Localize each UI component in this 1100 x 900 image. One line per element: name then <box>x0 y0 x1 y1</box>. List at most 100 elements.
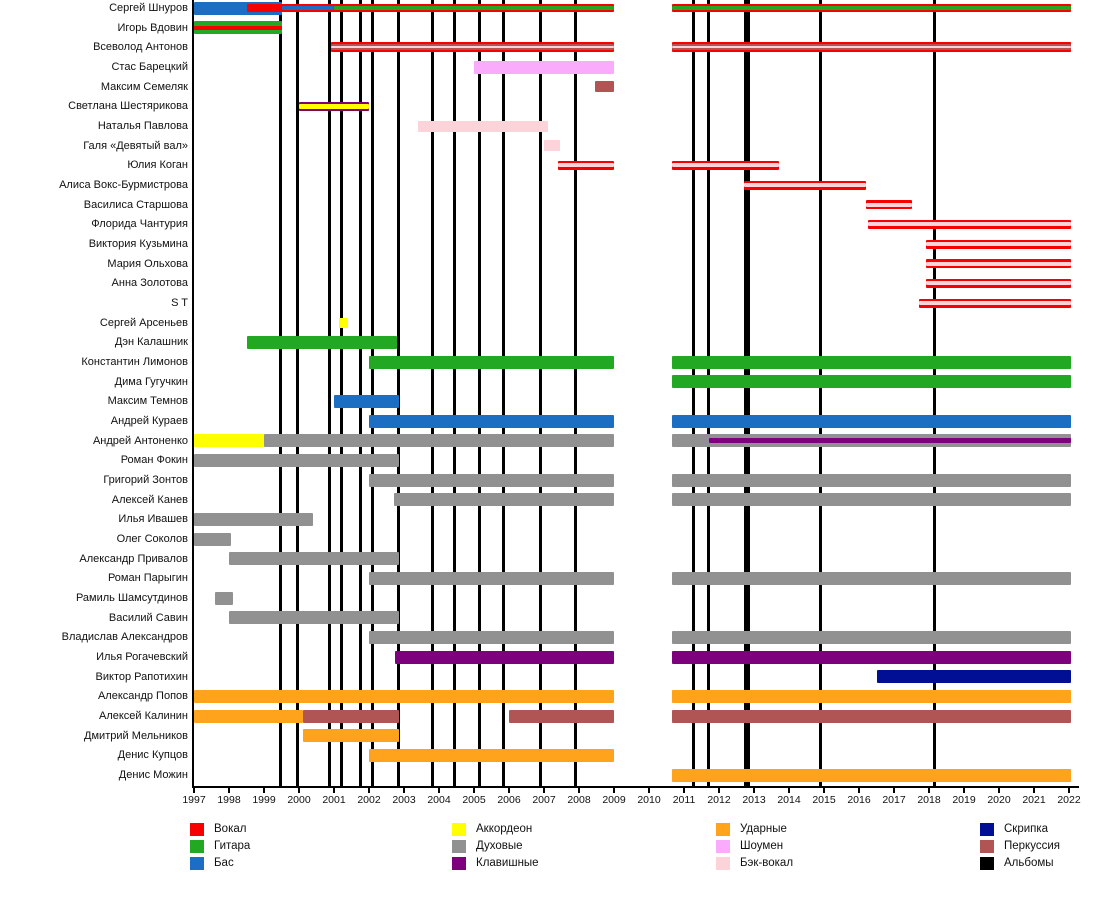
member-label: Светлана Шестярикова <box>68 100 188 113</box>
timeline-bar-percussion <box>671 709 1071 723</box>
timeline-bar-bass <box>334 394 399 408</box>
x-axis-tick-label: 2014 <box>777 794 801 806</box>
timeline-bar-guitar <box>671 355 1071 369</box>
member-label: Андрей Кураев <box>110 415 188 428</box>
x-axis-tick-label: 2001 <box>322 794 346 806</box>
album-release-line <box>691 0 695 786</box>
album-release-line <box>707 0 710 786</box>
x-axis-tick <box>508 788 510 793</box>
album-release-line <box>295 0 299 786</box>
member-label: Игорь Вдовин <box>117 21 188 34</box>
timeline-bar-brass <box>671 630 1071 644</box>
timeline-bar-brass <box>671 473 1071 487</box>
x-axis-tick-label: 1997 <box>182 794 206 806</box>
x-axis-tick-label: 2005 <box>462 794 486 806</box>
timeline-bar-backvocal <box>671 163 779 168</box>
member-label: Андрей Антоненко <box>92 434 188 447</box>
x-axis-tick-label: 2015 <box>812 794 836 806</box>
timeline-bar-guitar <box>369 355 614 369</box>
x-axis-tick <box>543 788 545 793</box>
member-label: Денис Можин <box>118 769 188 782</box>
album-release-line <box>574 0 577 786</box>
x-axis-tick <box>858 788 860 793</box>
timeline-bar-brass <box>671 571 1071 585</box>
timeline-bar-backvocal <box>918 301 1071 306</box>
timeline-bar-bass <box>671 414 1071 428</box>
timeline-bar-backvocal <box>544 140 560 152</box>
timeline-bar-keys <box>708 438 1071 444</box>
x-axis-tick-label: 2010 <box>637 794 661 806</box>
timeline-bar-backvocal <box>925 242 1071 247</box>
timeline-bar-brass <box>229 552 399 566</box>
member-label: Мария Ольхова <box>107 257 188 270</box>
timeline-bar-backvocal <box>867 222 1071 227</box>
x-axis-tick <box>753 788 755 793</box>
legend-label: Вокал <box>214 823 247 835</box>
x-axis-tick-label: 2011 <box>672 794 696 806</box>
x-axis-tick <box>333 788 335 793</box>
timeline-bar-percussion <box>302 709 399 723</box>
timeline-bar-accordion <box>194 434 264 448</box>
timeline-bar-brass <box>194 512 313 526</box>
x-axis-tick <box>928 788 930 793</box>
timeline-bar-showman <box>474 60 614 74</box>
member-label: Владислав Александров <box>61 631 188 644</box>
x-axis-tick-label: 2009 <box>602 794 626 806</box>
x-axis-tick <box>578 788 580 793</box>
x-axis-tick <box>998 788 1000 793</box>
legend-swatch-showman <box>716 840 730 853</box>
timeline-bar-guitar <box>671 6 1071 10</box>
legend-label: Альбомы <box>1004 857 1054 869</box>
timeline-bar-backvocal <box>418 120 548 132</box>
timeline-bar-accordion <box>339 317 348 328</box>
timeline-bar-guitar <box>334 6 614 10</box>
legend-swatch-backvocal <box>716 857 730 870</box>
member-label: Константин Лимонов <box>81 356 188 369</box>
timeline-bar-backvocal <box>925 281 1071 286</box>
member-label: Василий Савин <box>108 611 188 624</box>
timeline-bar-bass <box>369 414 614 428</box>
legend-swatch-guitar <box>190 840 204 853</box>
member-label: Наталья Павлова <box>97 120 188 133</box>
member-label: Сергей Арсеньев <box>99 316 188 329</box>
album-release-line <box>430 0 434 786</box>
member-label: Всеволод Антонов <box>93 41 188 54</box>
member-label: Флорида Чантурия <box>91 218 188 231</box>
timeline-bar-backvocal <box>671 46 1071 49</box>
legend-label: Шоумен <box>740 840 784 852</box>
timeline-bar-drums <box>194 689 614 703</box>
timeline-bar-drums <box>671 768 1071 782</box>
timeline-bar-bass <box>281 6 334 10</box>
album-release-line <box>371 0 374 786</box>
x-axis-tick-label: 1998 <box>217 794 241 806</box>
member-label: Илья Ивашев <box>118 513 188 526</box>
x-axis-tick-label: 2013 <box>742 794 766 806</box>
timeline-bar-brass <box>369 630 614 644</box>
timeline-bar-brass <box>369 473 614 487</box>
x-axis-tick-label: 2022 <box>1057 794 1081 806</box>
timeline-bar-drums <box>369 748 614 762</box>
x-axis-tick <box>613 788 615 793</box>
album-release-line <box>933 0 937 786</box>
x-axis-tick-label: 2003 <box>392 794 416 806</box>
timeline-bar-violin <box>876 670 1071 684</box>
x-axis-tick-label: 2008 <box>567 794 591 806</box>
album-release-line <box>539 0 542 786</box>
x-axis-tick-label: 2021 <box>1022 794 1046 806</box>
legend-swatch-brass <box>452 840 466 853</box>
legend-swatch-percussion <box>980 840 994 853</box>
album-release-line <box>744 0 750 786</box>
timeline-bar-accordion <box>299 103 369 109</box>
x-axis-tick <box>823 788 825 793</box>
legend-label: Аккордеон <box>476 823 533 835</box>
timeline-bar-drums <box>671 689 1071 703</box>
member-label: Виктория Кузьмина <box>88 238 188 251</box>
legend-swatch-accordion <box>452 823 466 836</box>
album-release-line <box>478 0 482 786</box>
timeline-bar-brass <box>369 571 614 585</box>
x-axis-tick-label: 2004 <box>427 794 451 806</box>
album-release-line <box>339 0 343 786</box>
album-release-line <box>279 0 283 786</box>
